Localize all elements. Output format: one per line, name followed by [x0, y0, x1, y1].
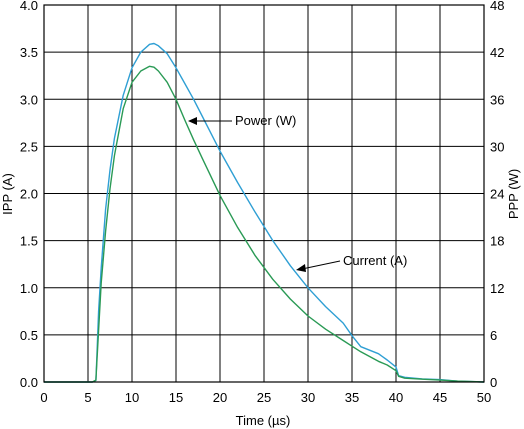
- y-left-tick-label: 1.5: [20, 234, 38, 249]
- current-annotation-arrowhead: [296, 264, 306, 272]
- x-axis-title: Time (µs): [236, 413, 291, 428]
- power-annotation: Power (W): [188, 113, 296, 128]
- y-left-axis-title: IPP (A): [0, 173, 15, 215]
- power-series-line: [44, 42, 485, 383]
- x-tick-label: 45: [433, 390, 447, 405]
- current-series-line: [44, 65, 485, 383]
- series-layer: [44, 42, 485, 383]
- y-right-tick-labels: 0 6 12 18 24 30 36 42 48: [490, 0, 504, 390]
- y-left-tick-label: 0.0: [20, 375, 38, 390]
- x-tick-label: 30: [301, 390, 315, 405]
- y-left-tick-label: 4.0: [20, 0, 38, 13]
- y-right-tick-label: 42: [490, 45, 504, 60]
- current-annotation-arrow: [301, 260, 341, 270]
- y-left-tick-label: 1.0: [20, 281, 38, 296]
- current-annotation: Current (A): [296, 253, 407, 272]
- y-right-tick-label: 24: [490, 187, 504, 202]
- y-left-tick-label: 2.0: [20, 187, 38, 202]
- y-right-tick-label: 36: [490, 92, 504, 107]
- x-tick-label: 35: [345, 390, 359, 405]
- x-tick-labels: 0 5 10 15 20 25 30 35 40 45 50: [40, 390, 491, 405]
- y-right-tick-label: 18: [490, 234, 504, 249]
- x-tick-label: 20: [213, 390, 227, 405]
- y-right-tick-label: 48: [490, 0, 504, 13]
- x-tick-label: 50: [477, 390, 491, 405]
- grid: [44, 5, 484, 382]
- current-annotation-label: Current (A): [343, 253, 407, 268]
- y-right-tick-label: 6: [490, 328, 497, 343]
- power-annotation-arrowhead: [188, 117, 197, 125]
- y-right-tick-label: 30: [490, 139, 504, 154]
- y-left-tick-label: 0.5: [20, 328, 38, 343]
- y-left-tick-label: 3.0: [20, 92, 38, 107]
- plot-frame: [43, 4, 485, 383]
- y-left-tick-label: 3.5: [20, 45, 38, 60]
- x-tick-label: 10: [125, 390, 139, 405]
- x-tick-label: 15: [169, 390, 183, 405]
- y-right-tick-label: 0: [490, 375, 497, 390]
- x-tick-label: 0: [40, 390, 47, 405]
- power-annotation-label: Power (W): [235, 113, 296, 128]
- y-left-tick-labels: 0.0 0.5 1.0 1.5 2.0 2.5 3.0 3.5 4.0: [20, 0, 38, 390]
- x-tick-label: 5: [84, 390, 91, 405]
- y-right-tick-label: 12: [490, 281, 504, 296]
- x-tick-label: 40: [389, 390, 403, 405]
- y-left-tick-label: 2.5: [20, 139, 38, 154]
- y-right-axis-title: PPP (W): [506, 169, 521, 219]
- x-tick-label: 25: [257, 390, 271, 405]
